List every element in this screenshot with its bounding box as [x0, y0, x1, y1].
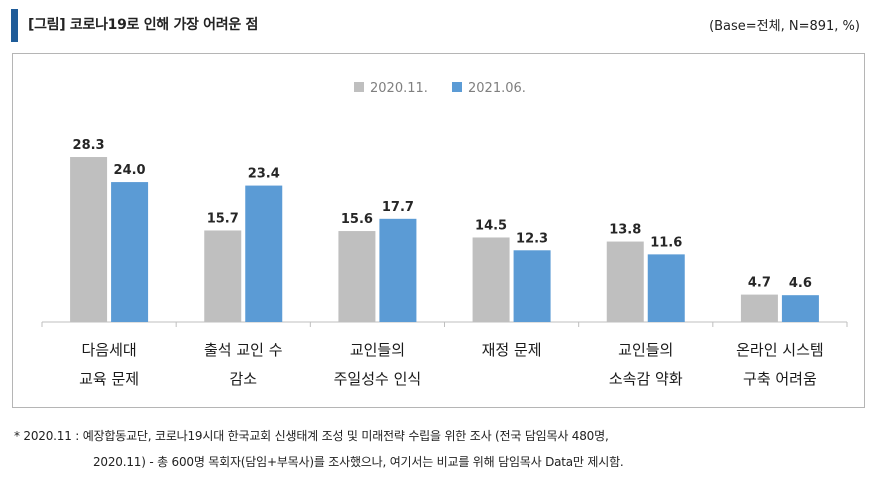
legend-swatch — [452, 82, 462, 92]
category-label: 교인들의 — [350, 341, 405, 359]
data-label: 4.6 — [789, 276, 812, 291]
base-note: (Base=전체, N=891, %) — [709, 19, 860, 34]
bar — [740, 294, 778, 322]
data-label: 14.5 — [475, 218, 507, 233]
bar — [513, 250, 551, 322]
footnote-line-1: * 2020.11 : 예장합동교단, 코로나19시대 한국교회 신생태계 조성… — [14, 429, 609, 443]
data-label: 17.7 — [382, 200, 414, 215]
data-label: 15.7 — [207, 211, 239, 226]
data-label: 13.8 — [609, 223, 641, 238]
data-label: 28.3 — [73, 138, 105, 153]
category-label: 다음세대 — [81, 341, 136, 359]
category-label: 재정 문제 — [482, 341, 542, 359]
bar — [111, 182, 149, 322]
bar — [647, 254, 685, 322]
bar — [379, 218, 417, 322]
bar — [204, 230, 242, 322]
data-label: 4.7 — [748, 276, 771, 291]
legend-swatch — [354, 82, 364, 92]
data-label: 23.4 — [248, 167, 280, 182]
footnote-line-2: 2020.11) - 총 600명 목회자(담임+부목사)를 조사했으나, 여기… — [93, 455, 624, 469]
chart-frame — [12, 53, 865, 408]
data-label: 11.6 — [650, 235, 682, 250]
category-label: 소속감 약화 — [609, 370, 683, 388]
figure-title: [그림] 코로나19로 인해 가장 어려운 점 — [28, 17, 259, 33]
category-label: 교육 문제 — [79, 370, 139, 388]
category-label: 구축 어려움 — [743, 370, 817, 388]
category-label: 교인들의 — [618, 341, 673, 359]
data-label: 24.0 — [114, 163, 146, 178]
bar — [472, 237, 510, 322]
bar — [245, 185, 283, 322]
category-label: 감소 — [229, 370, 257, 388]
category-label: 출석 교인 수 — [204, 341, 283, 359]
data-label: 12.3 — [516, 231, 548, 246]
category-label: 온라인 시스템 — [736, 341, 824, 359]
bar — [781, 295, 819, 322]
legend-label: 2021.06. — [468, 81, 526, 96]
category-label: 주일성수 인식 — [334, 370, 422, 388]
bar — [70, 157, 108, 322]
bar — [338, 231, 376, 322]
bar — [606, 241, 644, 322]
legend-label: 2020.11. — [370, 81, 428, 96]
data-label: 15.6 — [341, 212, 373, 227]
title-accent-bar — [11, 9, 18, 42]
